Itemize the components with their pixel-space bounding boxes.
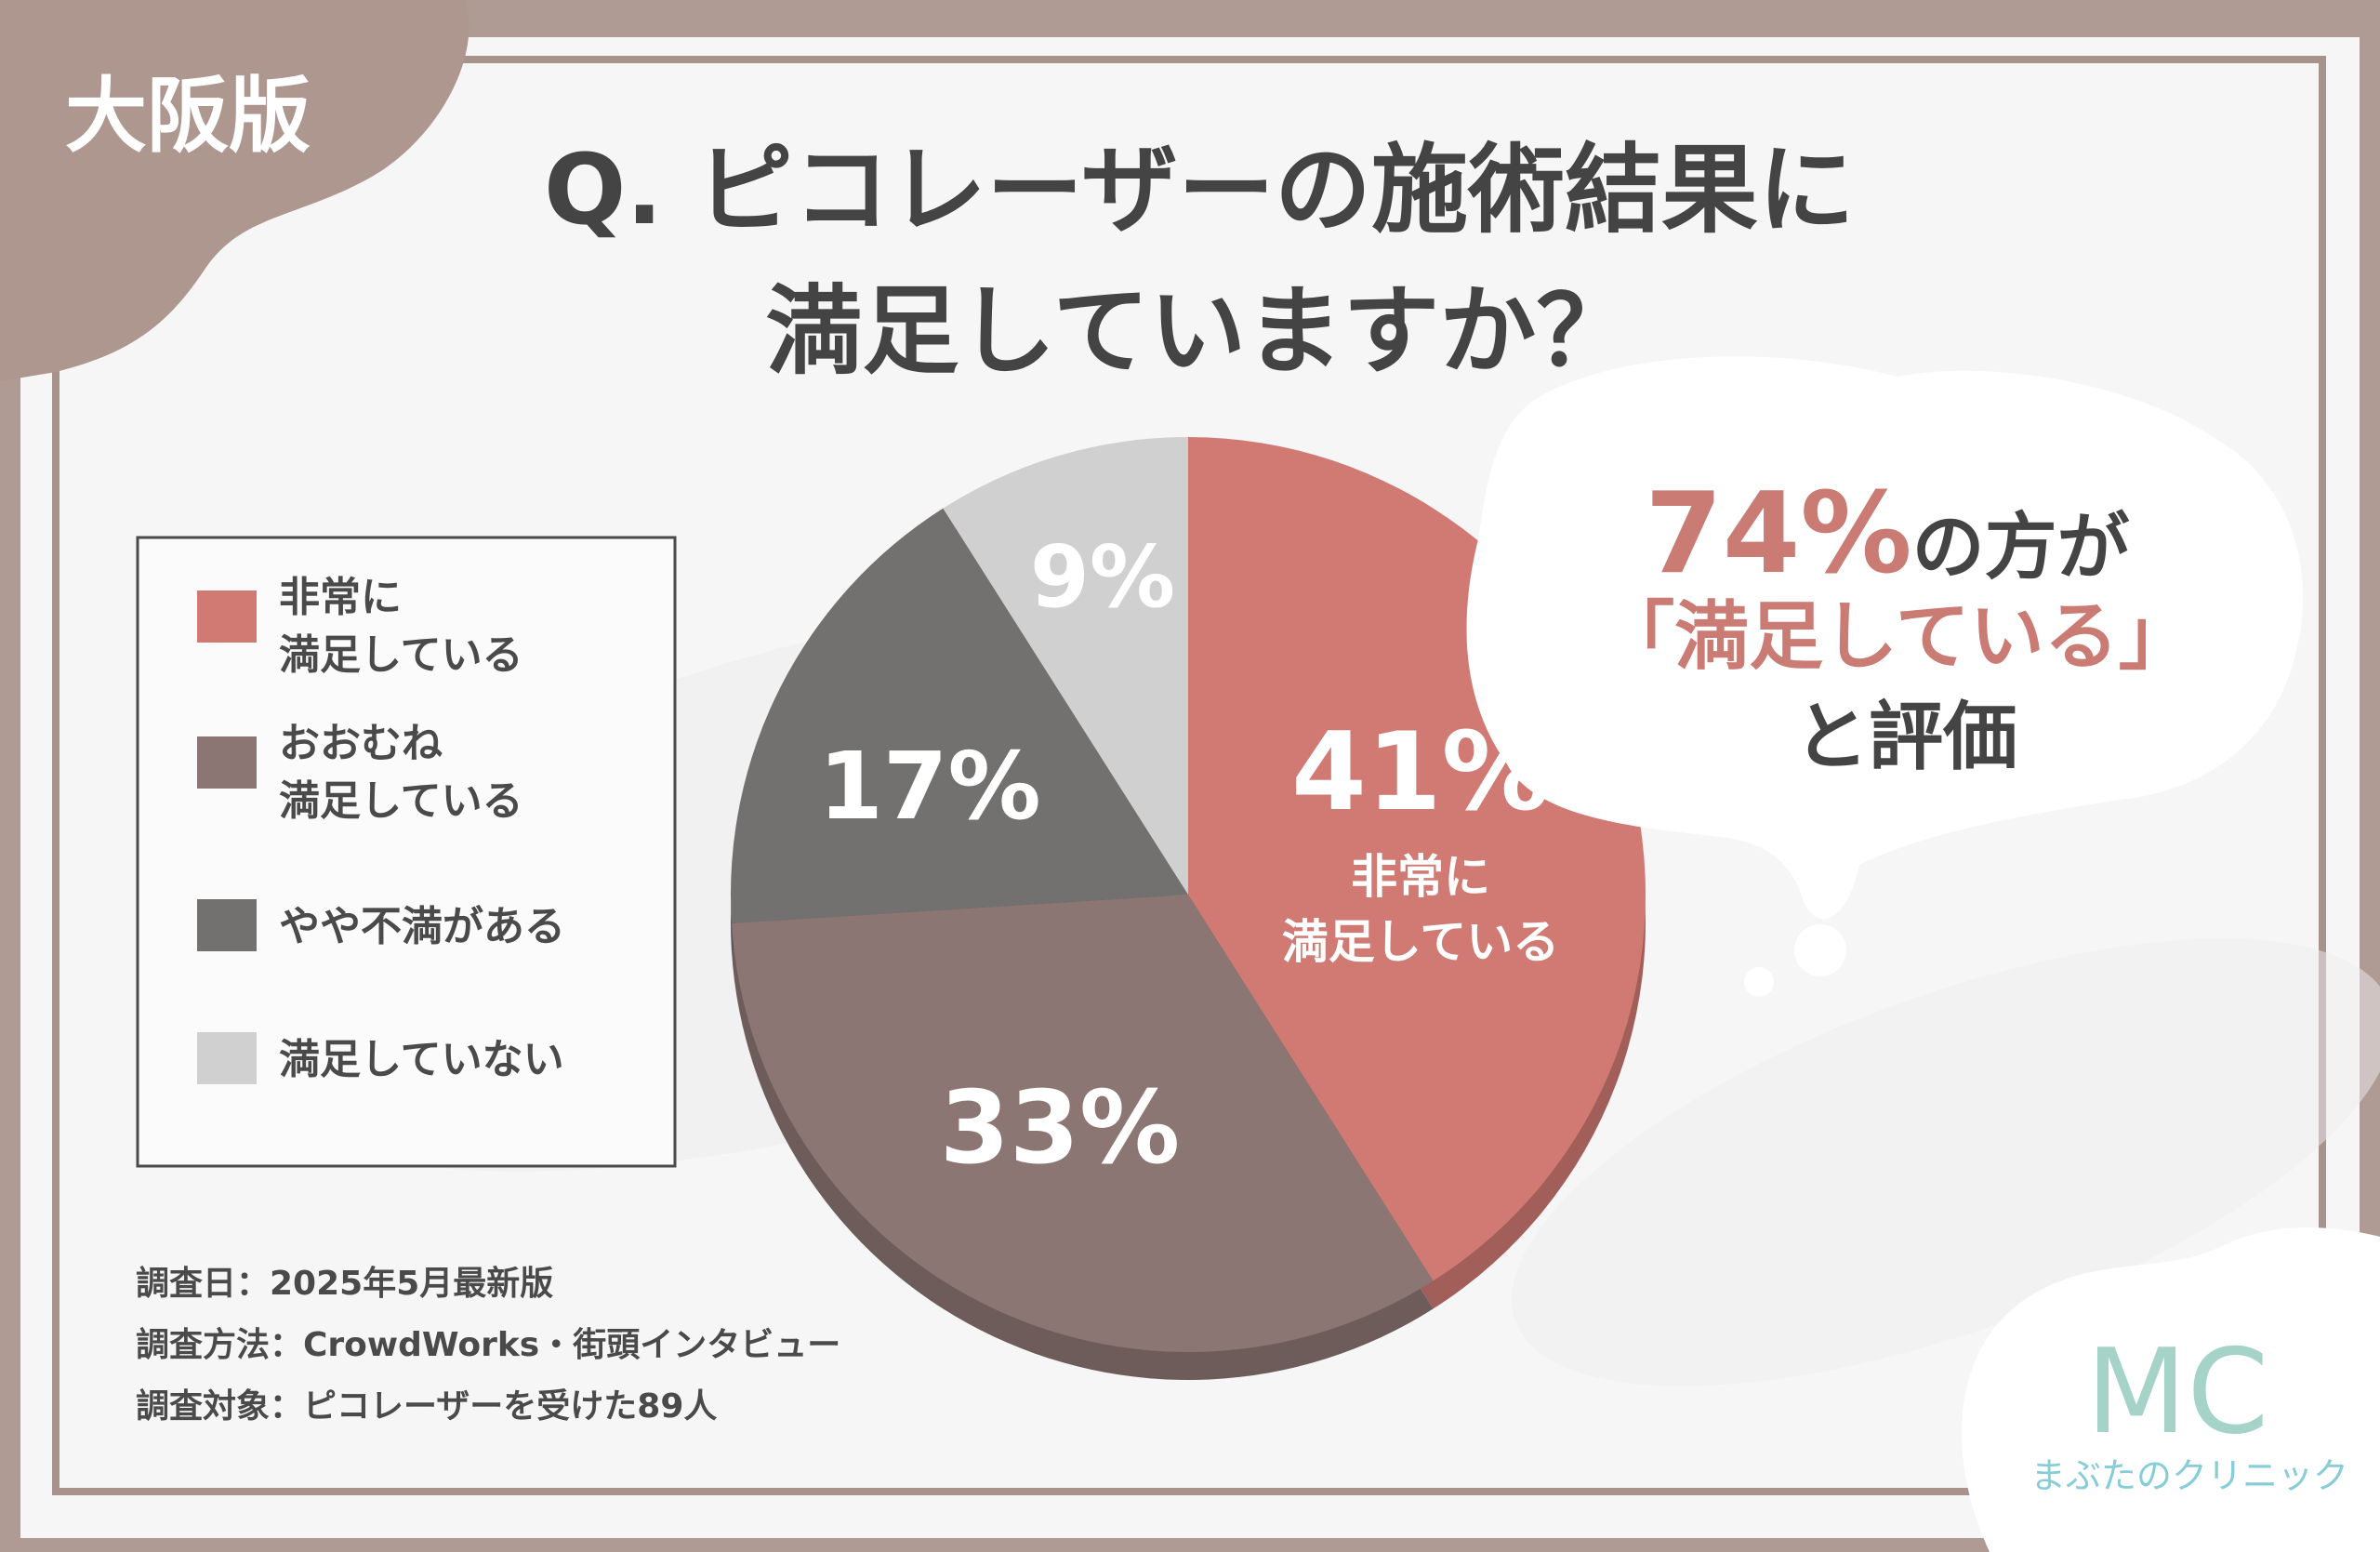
- legend-label: 非常に: [279, 574, 402, 621]
- legend-label: 満足している: [279, 631, 523, 679]
- survey-method: 調査方法：CrowdWorks・街頭インタビュー: [136, 1326, 840, 1364]
- callout-line-3: と評価: [1794, 694, 2017, 780]
- pie-slice: [943, 437, 1188, 895]
- callout-line-1: 74%の方が: [1645, 470, 2129, 599]
- clinic-logo: MC: [2086, 1323, 2269, 1460]
- thought-cloud: [1466, 356, 2304, 997]
- pie-value-label: 17%: [818, 732, 1040, 841]
- legend-label: 満足している: [279, 777, 523, 825]
- region-badge: 大阪版: [65, 68, 311, 164]
- inner-frame: [52, 56, 2326, 1495]
- logo-blob: [1962, 1227, 2380, 1552]
- legend-label: やや不満がある: [279, 903, 565, 950]
- pie-slice: [731, 895, 1434, 1352]
- survey-date: 調査日：2025年5月最新版: [136, 1265, 553, 1303]
- legend-swatch: [197, 590, 257, 643]
- badge-blob: [0, 0, 469, 381]
- cloud-shape: [1466, 356, 2304, 920]
- bg-wash: [1512, 938, 2380, 1386]
- pie-category-label: 非常に: [1351, 850, 1490, 904]
- pie-value-label: 33%: [940, 1070, 1181, 1187]
- cloud-bubble: [1794, 924, 1846, 976]
- legend-swatch: [197, 899, 257, 951]
- pie-slice: [730, 508, 1188, 923]
- legend-swatch: [197, 736, 257, 789]
- legend-swatch: [197, 1032, 257, 1084]
- callout-rest: の方が: [1912, 506, 2130, 590]
- title-line-1: Q. ピコレーザーの施術結果に: [544, 133, 1855, 246]
- pie-value-label: 9%: [1030, 527, 1175, 627]
- legend-label: 満足していない: [279, 1036, 564, 1083]
- survey-target: 調査対象：ピコレーザーを受けた89人: [136, 1387, 717, 1426]
- title-line-2: 満足していますか？: [766, 274, 1633, 388]
- cloud-bubble: [1744, 967, 1774, 997]
- clinic-name: まぶたのクリニック: [2030, 1455, 2348, 1496]
- pie-category-label: 満足している: [1282, 915, 1560, 969]
- callout-line-2: 「満足している」: [1600, 593, 2193, 680]
- callout-percent: 74%: [1645, 470, 1911, 599]
- legend-label: おおむね: [279, 720, 443, 767]
